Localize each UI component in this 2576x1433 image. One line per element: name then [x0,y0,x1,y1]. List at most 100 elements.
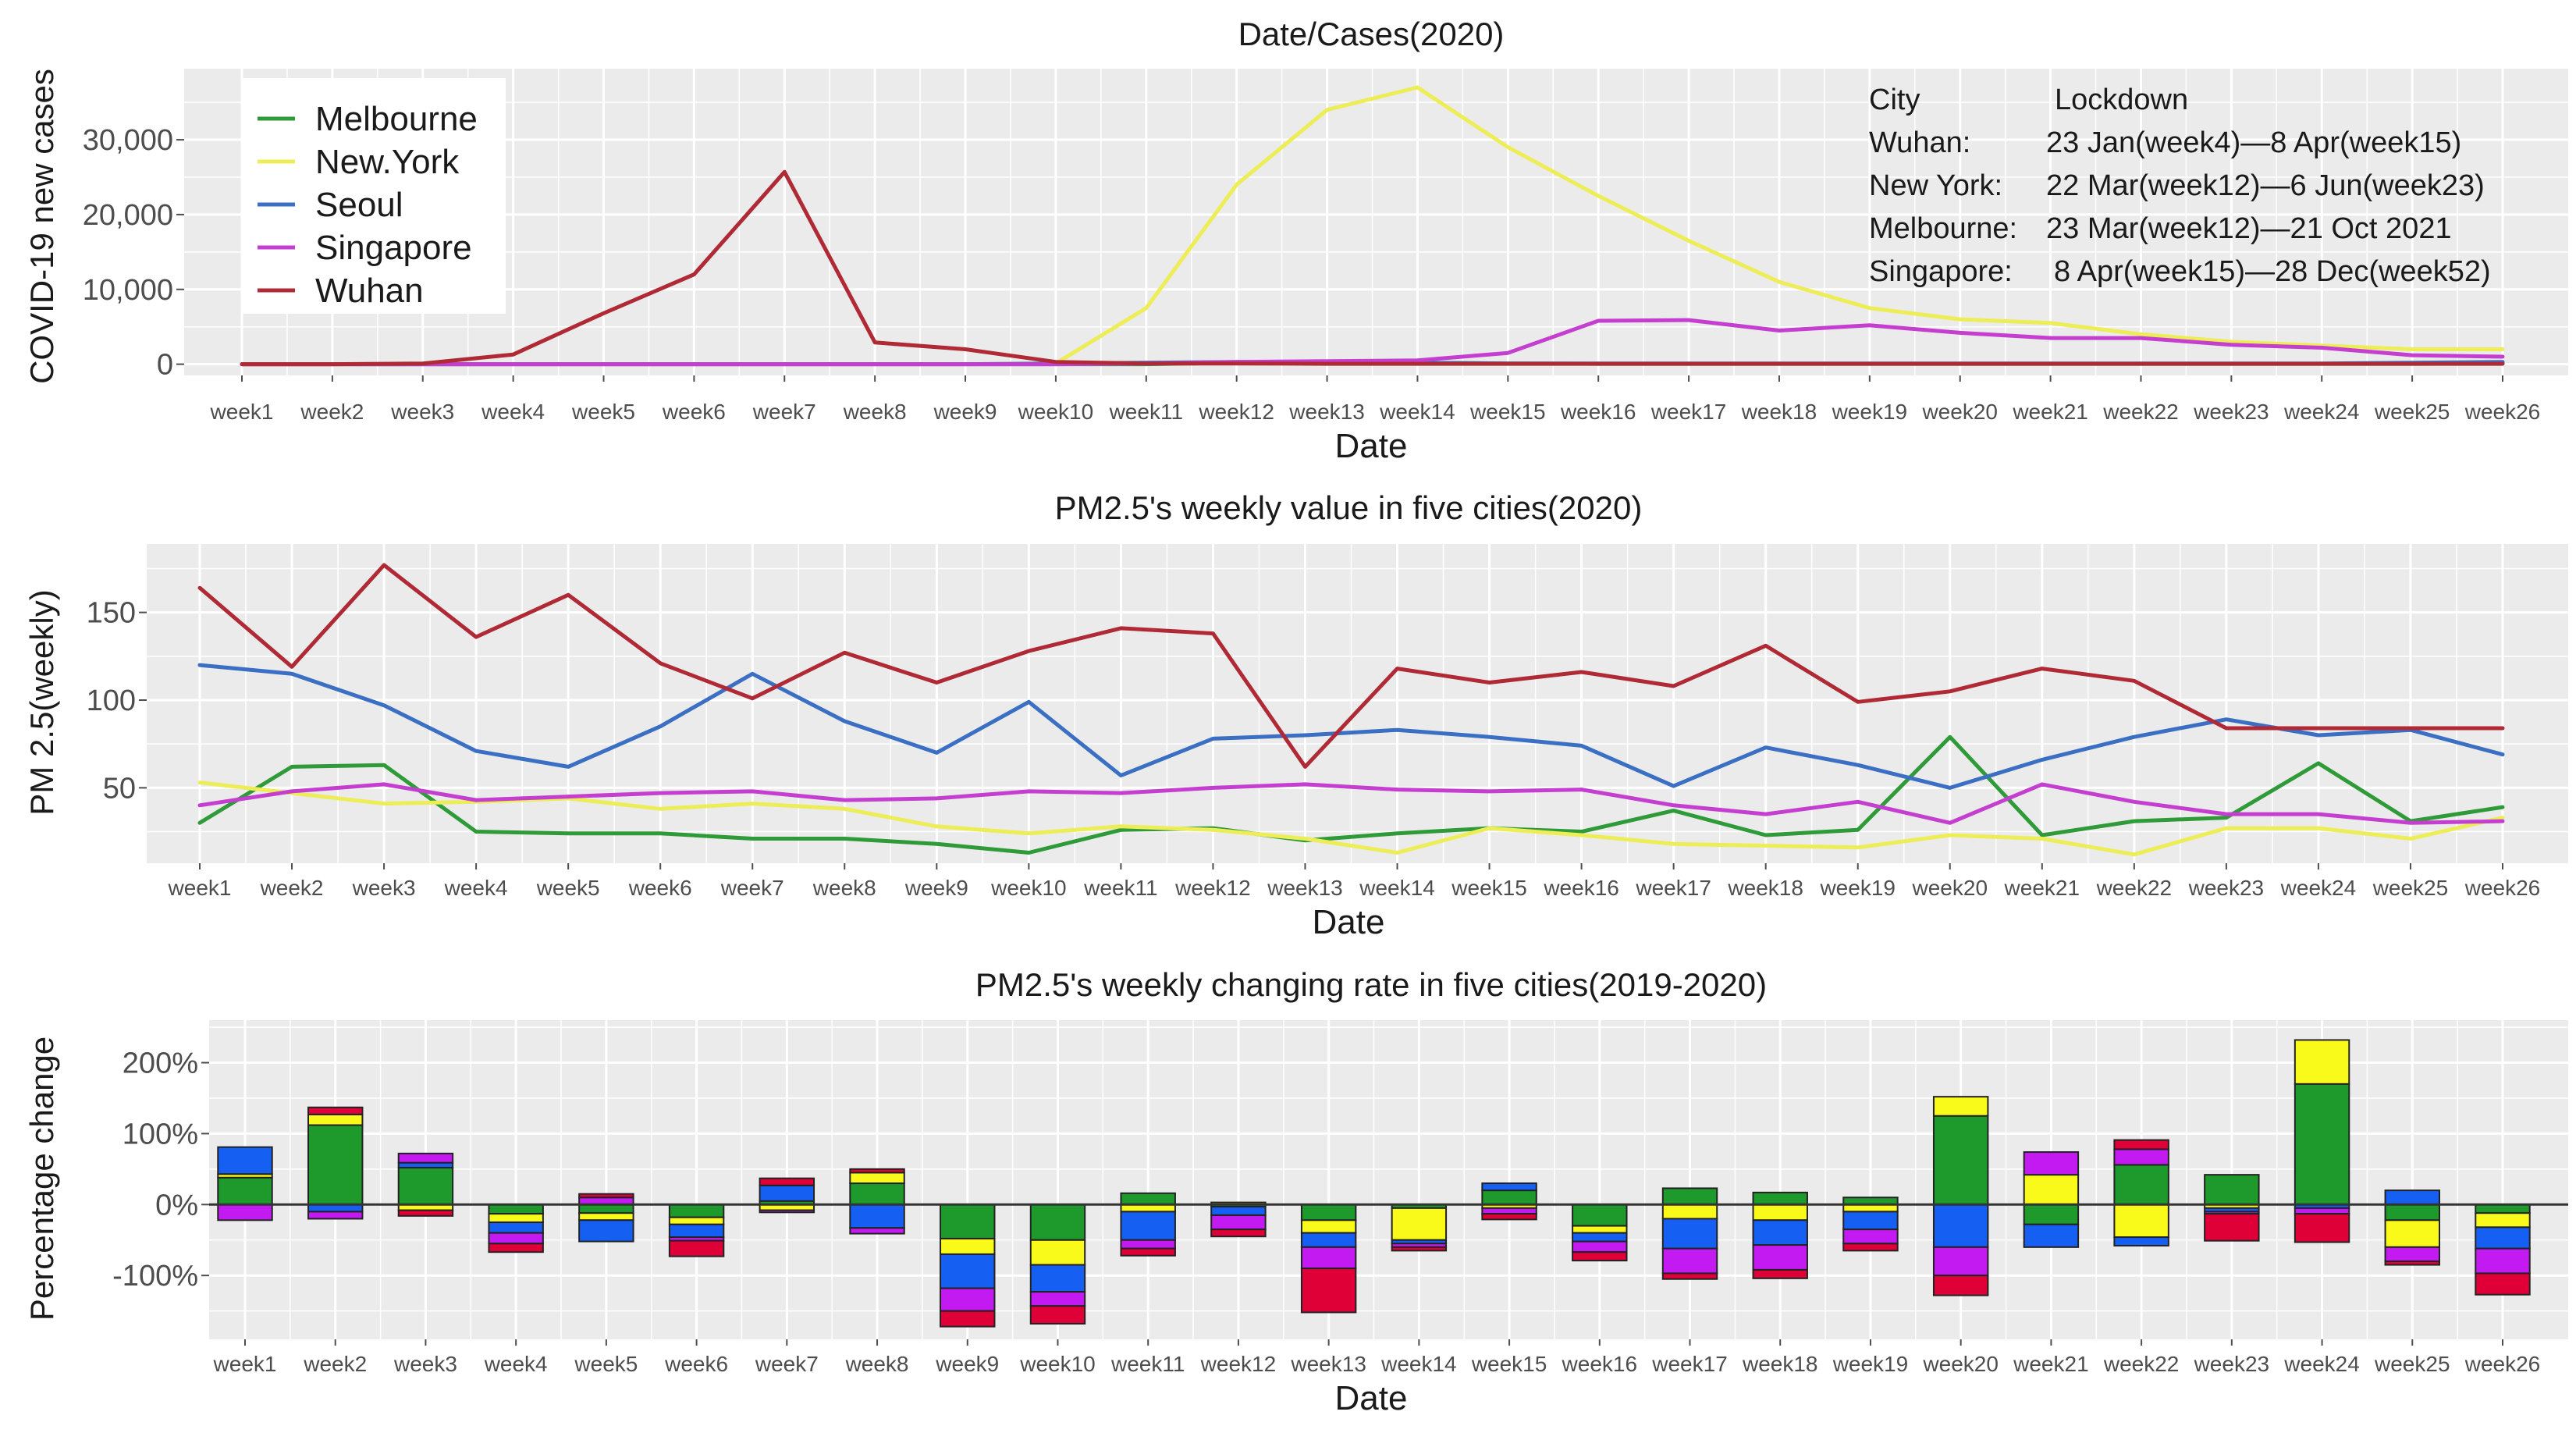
pm25-change-bar-singapore-week24 [2294,1207,2350,1215]
pm25-change-bar-seoul-week7 [759,1184,815,1202]
pm25-change-bar-melbourne-week10 [1029,1204,1086,1241]
pm25-change-bar-singapore-week22 [2113,1148,2169,1166]
cases-x-tick-label-week17: week17 [1650,400,1727,424]
cases-x-tick-label-week10: week10 [1018,400,1094,424]
pm25-value-y-tick-label: 50 [103,772,136,805]
pm25-value-x-tick-label-week10: week10 [990,876,1067,900]
cases-x-tick-label-week19: week19 [1832,400,1908,424]
pm25-value-x-tick-label-week1: week1 [168,876,232,900]
pm25-change-x-tick-label-week24: week24 [2283,1352,2360,1376]
pm25-change-bar-singapore-week16 [1572,1240,1628,1253]
pm25-change-bar-wuhan-week19 [1842,1243,1899,1252]
pm25-change-bar-singapore-week12 [1210,1214,1267,1231]
pm25-change-bar-wuhan-week22 [2113,1139,2169,1150]
cases-x-tick-label-week22: week22 [2102,400,2179,424]
pm25-value-x-tick-label-week25: week25 [2372,876,2449,900]
pm25-change-bar-wuhan-week23 [2204,1213,2260,1242]
cases-chart: Date/Cases(2020) 0 10,000 20,000 30,000 wee… [23,16,2568,465]
cases-y-tick-label: 10,000 [83,274,173,307]
pm25-change-bar-singapore-week25 [2384,1246,2440,1263]
pm25-change-bar-wuhan-week15 [1481,1213,1537,1221]
pm25-change-bar-melbourne-week17 [1661,1187,1718,1206]
pm25-value-x-tick-label-week16: week16 [1543,876,1619,900]
pm25-change-x-tick-label-week12: week12 [1200,1352,1277,1376]
pm25-change-bar-melbourne-week1 [217,1176,273,1206]
pm25-change-bar-melbourne-week5 [578,1204,634,1214]
pm25-change-bar-singapore-week4 [488,1232,544,1245]
pm25-change-bar-singapore-week15 [1481,1207,1537,1215]
pm25-change-bar-new-york-week8 [849,1172,905,1185]
pm25-value-x-tick-label-week14: week14 [1359,876,1435,900]
cases-x-axis-label: Date [1335,427,1408,465]
pm25-value-x-tick-label-week11: week11 [1083,876,1157,900]
pm25-change-bar-melbourne-week15 [1481,1189,1537,1206]
pm25-change-bar-wuhan-week20 [1932,1275,1989,1296]
pm25-change-bar-singapore-week21 [2023,1151,2080,1176]
pm25-change-bar-new-york-week18 [1752,1204,1808,1221]
pm25-value-x-tick-label-week9: week9 [904,876,968,900]
pm25-change-bar-melbourne-week13 [1300,1204,1357,1221]
cases-x-tick-label-week23: week23 [2193,400,2269,424]
lockdown-period-wuhan: 23 Jan(week4)—8 Apr(week15) [2046,126,2461,159]
pm25-change-bar-melbourne-week21 [2023,1204,2080,1225]
pm25-change-bar-wuhan-week4 [488,1243,544,1253]
pm25-change-bar-seoul-week5 [578,1219,634,1243]
pm25-value-x-tick-label-week26: week26 [2464,876,2541,900]
pm25-value-line-singapore [197,782,2505,825]
pm25-change-bar-wuhan-week12 [1210,1229,1267,1238]
pm25-change-bar-new-york-week9 [940,1237,996,1255]
pm25-change-bar-singapore-week13 [1300,1246,1357,1270]
pm25-change-bar-seoul-week21 [2023,1223,2080,1248]
pm25-value-y-tick-label: 150 [87,597,136,630]
cases-x-tick-label-week5: week5 [571,400,635,424]
pm25-change-bar-wuhan-week26 [2475,1272,2531,1296]
cases-x-tick-label-week20: week20 [1921,400,1998,424]
pm25-change-bar-new-york-week24 [2294,1039,2350,1085]
pm25-change-x-tick-label-week20: week20 [1922,1352,1999,1376]
pm25-change-bar-seoul-week10 [1029,1264,1086,1293]
pm25-change-x-tick-label-week14: week14 [1380,1352,1457,1376]
pm25-change-bar-seoul-week22 [2113,1236,2169,1247]
cases-x-tick-label-week1: week1 [210,400,274,424]
pm25-change-bar-singapore-week7 [759,1209,815,1214]
pm25-change-bar-singapore-week8 [849,1227,905,1235]
pm25-value-x-tick-label-week7: week7 [720,876,784,900]
pm25-change-bar-melbourne-week20 [1932,1115,1989,1206]
pm25-change-bar-seoul-week25 [2384,1189,2440,1206]
legend-label-seoul: Seoul [315,186,403,224]
pm25-change-bar-melbourne-week4 [488,1204,544,1215]
cases-chart-title: Date/Cases(2020) [1238,16,1505,52]
lockdown-city-wuhan: Wuhan: [1869,126,1970,159]
pm25-change-x-tick-label-week17: week17 [1651,1352,1728,1376]
pm25-change-bar-melbourne-week3 [397,1167,454,1206]
pm25-change-bar-wuhan-week16 [1572,1251,1628,1262]
cases-x-tick-label-week25: week25 [2374,400,2450,424]
pm25-change-x-tick-label-week2: week2 [303,1352,367,1376]
pm25-change-bar-new-york-week2 [307,1113,364,1126]
pm25-change-y-tick-label: 100% [123,1118,198,1150]
pm25-change-bar-melbourne-week22 [2113,1164,2169,1206]
lockdown-period-singapore: 8 Apr(week15)—28 Dec(week52) [2054,255,2491,288]
pm25-change-bar-wuhan-week25 [2384,1261,2440,1266]
pm25-change-bar-seoul-week12 [1210,1206,1267,1216]
pm25-change-bar-wuhan-week3 [397,1209,454,1217]
pm25-change-bar-new-york-week16 [1572,1225,1628,1234]
cases-line-wuhan [240,169,2505,367]
pm25-change-bar-singapore-week19 [1842,1229,1899,1245]
pm25-change-bar-wuhan-week7 [759,1177,815,1186]
pm25-change-bar-melbourne-week2 [307,1124,364,1206]
pm25-change-bar-new-york-week17 [1661,1204,1718,1220]
pm25-change-x-tick-label-week22: week22 [2103,1352,2180,1376]
pm25-change-bar-wuhan-week2 [307,1106,364,1115]
pm25-change-x-tick-label-week1: week1 [213,1352,277,1376]
legend-label-wuhan: Wuhan [315,272,424,310]
pm25-change-bar-singapore-week11 [1120,1239,1176,1250]
pm25-value-x-tick-label-week21: week21 [2004,876,2080,900]
legend-label-singapore: Singapore [315,229,472,267]
pm25-change-bar-melbourne-week25 [2384,1204,2440,1221]
pm25-value-x-tick-label-week3: week3 [352,876,416,900]
pm25-change-x-tick-label-week25: week25 [2374,1352,2450,1376]
pm25-change-bar-melbourne-week9 [940,1204,996,1239]
pm25-change-bar-melbourne-week16 [1572,1204,1628,1227]
pm25-value-x-tick-label-week15: week15 [1451,876,1527,900]
